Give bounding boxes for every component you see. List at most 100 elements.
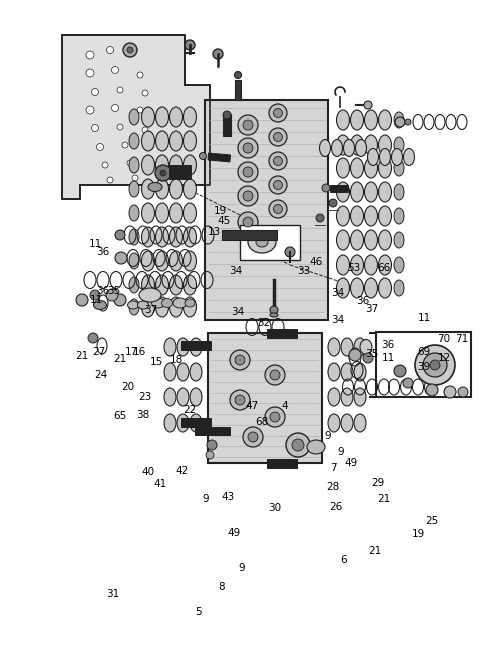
Ellipse shape	[350, 182, 363, 202]
Ellipse shape	[129, 181, 139, 197]
Circle shape	[292, 439, 304, 451]
Ellipse shape	[364, 135, 377, 155]
Circle shape	[274, 157, 283, 166]
Ellipse shape	[336, 158, 349, 178]
Ellipse shape	[169, 297, 182, 317]
Text: 47: 47	[245, 401, 259, 411]
Circle shape	[269, 128, 287, 146]
Ellipse shape	[394, 137, 404, 153]
Text: 11: 11	[382, 353, 395, 363]
Text: 32: 32	[257, 318, 271, 328]
Ellipse shape	[94, 301, 107, 310]
Ellipse shape	[156, 155, 168, 175]
Text: 17: 17	[124, 347, 138, 357]
Ellipse shape	[354, 414, 366, 432]
Text: 24: 24	[95, 370, 108, 380]
Text: 31: 31	[107, 589, 120, 599]
Ellipse shape	[169, 275, 182, 295]
Ellipse shape	[164, 363, 176, 381]
Ellipse shape	[336, 230, 349, 250]
Ellipse shape	[354, 388, 366, 406]
Ellipse shape	[336, 206, 349, 226]
Circle shape	[123, 43, 137, 57]
Circle shape	[107, 47, 113, 54]
Ellipse shape	[336, 255, 349, 275]
Circle shape	[106, 289, 118, 301]
Text: 20: 20	[121, 382, 134, 392]
Circle shape	[364, 101, 372, 109]
Circle shape	[92, 124, 98, 132]
Ellipse shape	[129, 253, 139, 269]
Text: 69: 69	[418, 347, 431, 357]
Text: 5: 5	[196, 607, 202, 617]
Text: 40: 40	[142, 467, 155, 477]
Circle shape	[269, 176, 287, 194]
Circle shape	[185, 40, 195, 50]
Ellipse shape	[129, 205, 139, 221]
Text: 9: 9	[324, 431, 331, 441]
Ellipse shape	[380, 149, 391, 166]
Circle shape	[86, 69, 94, 77]
Ellipse shape	[156, 131, 168, 151]
Circle shape	[269, 200, 287, 218]
Circle shape	[243, 191, 253, 201]
Circle shape	[395, 117, 405, 127]
Ellipse shape	[368, 149, 379, 166]
Circle shape	[243, 217, 253, 227]
Ellipse shape	[129, 157, 139, 173]
Text: 13: 13	[207, 227, 221, 237]
Ellipse shape	[142, 297, 155, 317]
Circle shape	[200, 153, 206, 160]
Text: 68: 68	[255, 417, 269, 427]
Text: 11: 11	[88, 239, 102, 249]
Circle shape	[238, 162, 258, 182]
Ellipse shape	[336, 135, 349, 155]
Circle shape	[426, 384, 438, 396]
Text: 26: 26	[329, 502, 343, 512]
Text: 19: 19	[411, 529, 425, 539]
Circle shape	[270, 306, 278, 314]
Ellipse shape	[379, 206, 392, 226]
Ellipse shape	[173, 298, 187, 308]
Text: 25: 25	[425, 516, 439, 526]
Circle shape	[274, 181, 283, 189]
Circle shape	[114, 294, 126, 306]
Text: 4: 4	[282, 401, 288, 411]
Ellipse shape	[394, 208, 404, 224]
Ellipse shape	[350, 230, 363, 250]
Ellipse shape	[169, 107, 182, 127]
Ellipse shape	[394, 257, 404, 273]
Ellipse shape	[248, 231, 276, 253]
Text: 42: 42	[175, 466, 189, 476]
Ellipse shape	[270, 313, 278, 317]
Ellipse shape	[183, 203, 196, 223]
Ellipse shape	[142, 131, 155, 151]
Circle shape	[86, 51, 94, 59]
Text: 21: 21	[377, 494, 391, 504]
Circle shape	[122, 142, 128, 148]
Text: 46: 46	[310, 257, 323, 267]
Ellipse shape	[350, 135, 363, 155]
Text: 9: 9	[239, 563, 245, 573]
Circle shape	[274, 109, 283, 117]
Circle shape	[147, 144, 153, 150]
Circle shape	[403, 378, 413, 388]
Ellipse shape	[183, 227, 196, 247]
Circle shape	[111, 105, 119, 111]
Ellipse shape	[394, 232, 404, 248]
Circle shape	[423, 353, 447, 377]
Ellipse shape	[350, 255, 363, 275]
Ellipse shape	[360, 339, 372, 354]
Ellipse shape	[190, 363, 202, 381]
Ellipse shape	[142, 155, 155, 175]
Ellipse shape	[394, 112, 404, 128]
Ellipse shape	[364, 158, 377, 178]
Ellipse shape	[183, 179, 196, 199]
Circle shape	[142, 90, 148, 96]
Ellipse shape	[350, 158, 363, 178]
Circle shape	[213, 49, 223, 59]
Ellipse shape	[256, 237, 268, 247]
Circle shape	[269, 152, 287, 170]
Circle shape	[235, 395, 245, 405]
Text: 41: 41	[154, 479, 167, 489]
